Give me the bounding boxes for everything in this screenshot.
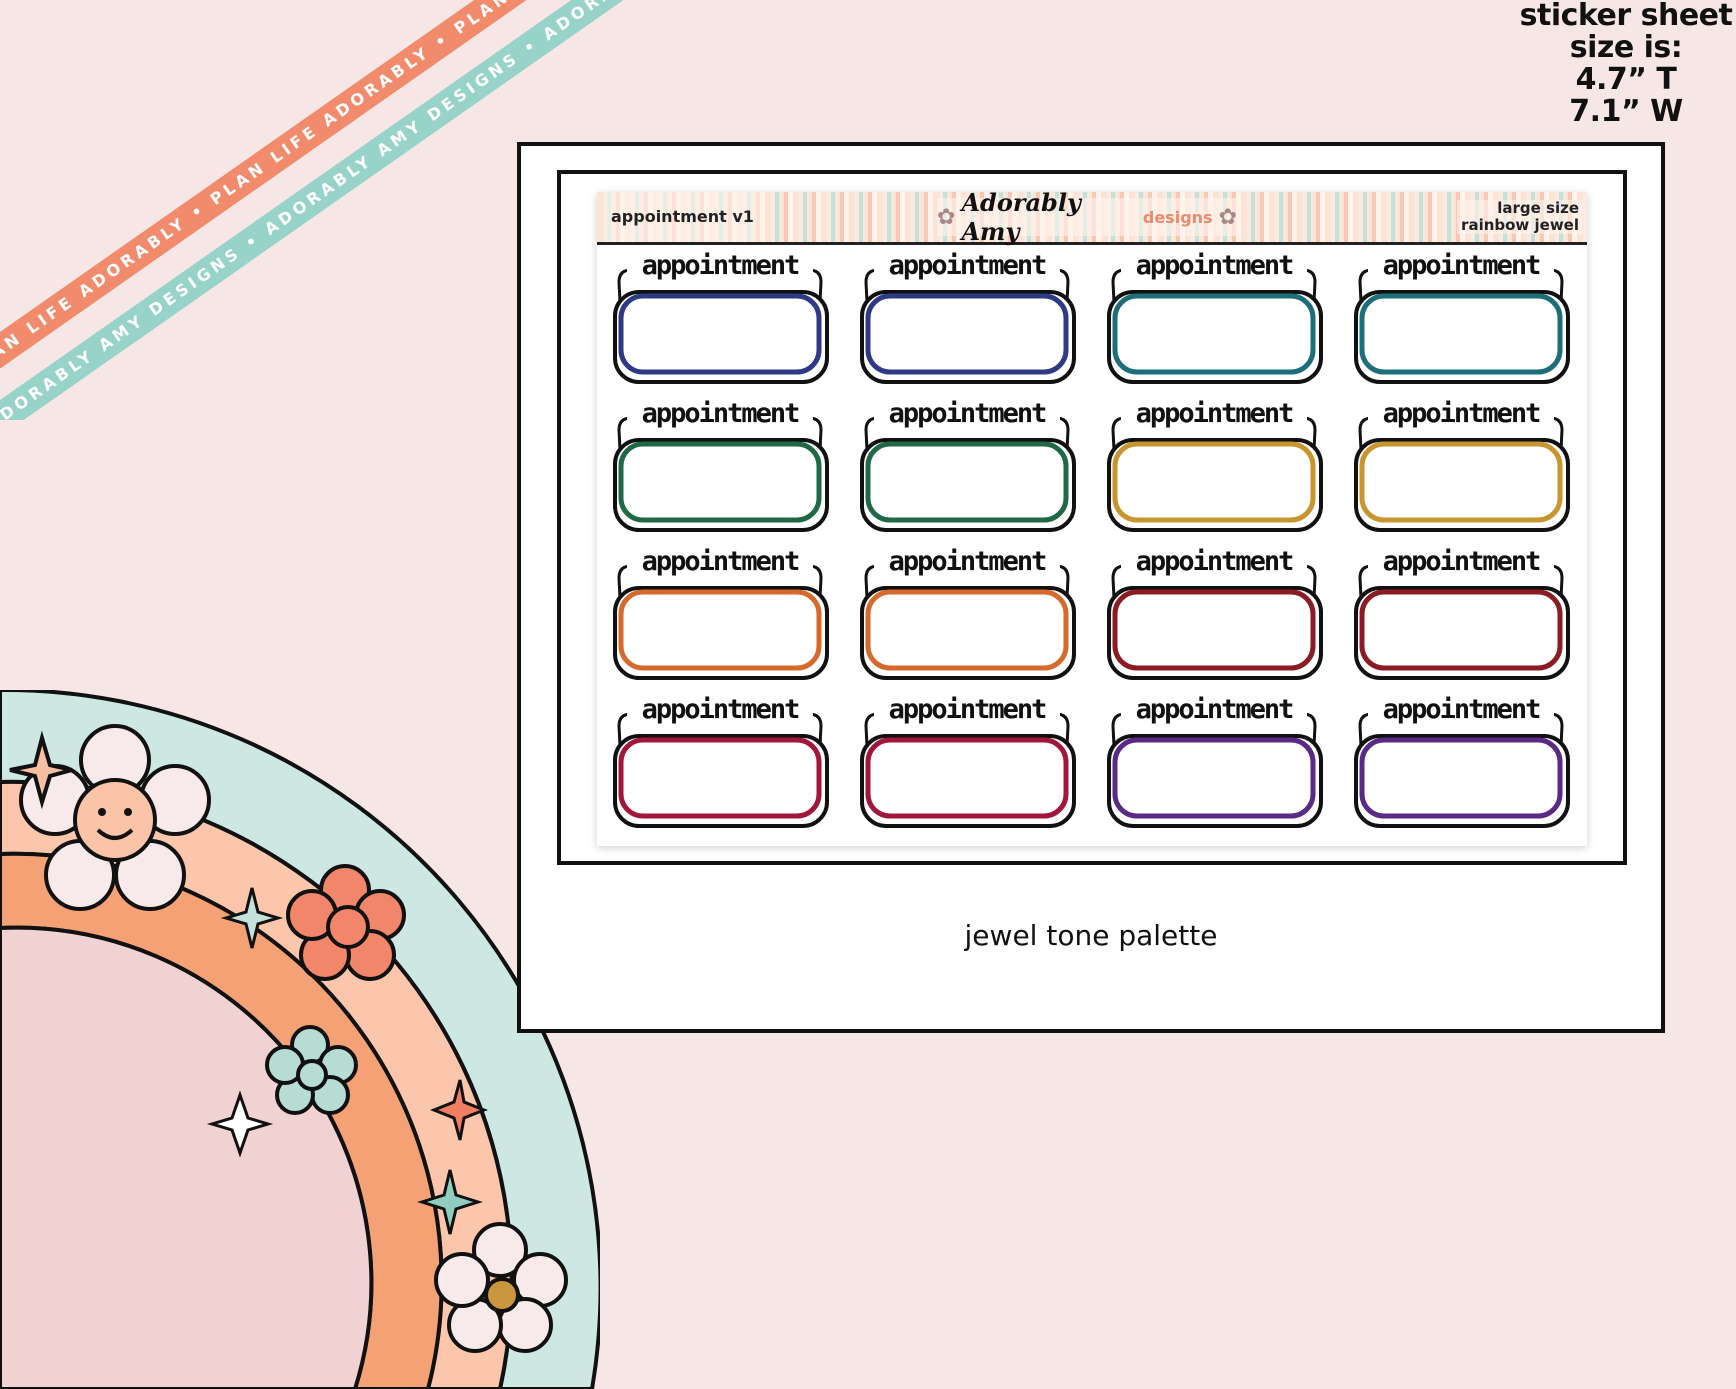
daisy-icon — [434, 1222, 568, 1353]
sticker-label: appointment — [874, 694, 1060, 726]
sticker-box-shape — [613, 268, 829, 384]
sticker-label: appointment — [1121, 398, 1307, 430]
sheet-header: appointment v1 ✿ Adorably Amy designs ✿ … — [597, 188, 1587, 246]
orange-flower-icon — [286, 864, 406, 981]
flower-icon: ✿ — [1218, 204, 1237, 230]
sticker-label: appointment — [1368, 250, 1554, 282]
appointment-sticker: appointment — [854, 694, 1080, 836]
sticker-label: appointment — [874, 398, 1060, 430]
size-note-height: 4.7” T — [1575, 62, 1677, 97]
sticker-label: appointment — [1121, 694, 1307, 726]
preview-frame: appointment v1 ✿ Adorably Amy designs ✿ … — [517, 142, 1665, 1033]
size-note-line-1: sticker sheet — [1519, 0, 1733, 33]
sticker-label: appointment — [627, 250, 813, 282]
sticker-label: appointment — [874, 546, 1060, 578]
sticker-box-shape — [613, 564, 829, 680]
appointment-sticker: appointment — [1101, 398, 1327, 540]
sticker-box-shape — [860, 416, 1076, 532]
sticker-box-shape — [613, 416, 829, 532]
appointment-sticker: appointment — [854, 250, 1080, 392]
sticker-box-shape — [1354, 416, 1570, 532]
sticker-label: appointment — [1121, 250, 1307, 282]
appointment-sticker: appointment — [854, 546, 1080, 688]
sheet-palette-label: rainbow jewel — [1461, 216, 1579, 234]
sparkle-icon — [429, 1079, 489, 1141]
brand-sub: designs — [1142, 207, 1213, 227]
sticker-box-shape — [613, 712, 829, 828]
sparkle-icon — [9, 730, 73, 810]
appointment-sticker: appointment — [854, 398, 1080, 540]
sticker-box-shape — [860, 712, 1076, 828]
sticker-box-shape — [860, 268, 1076, 384]
appointment-sticker: appointment — [1101, 546, 1327, 688]
appointment-sticker: appointment — [1348, 546, 1574, 688]
appointment-sticker: appointment — [1348, 398, 1574, 540]
sticker-box-shape — [1107, 268, 1323, 384]
sheet-title: appointment v1 — [605, 192, 760, 242]
sticker-label: appointment — [627, 546, 813, 578]
sticker-label: appointment — [1368, 398, 1554, 430]
flower-icon: ✿ — [937, 204, 956, 230]
appointment-sticker: appointment — [607, 398, 833, 540]
sparkle-icon — [206, 1090, 274, 1158]
appointment-sticker: appointment — [1348, 250, 1574, 392]
size-note-width: 7.1” W — [1569, 94, 1683, 129]
sticker-label: appointment — [627, 398, 813, 430]
sticker-label: appointment — [874, 250, 1060, 282]
sparkle-icon — [220, 887, 284, 949]
appointment-sticker: appointment — [1101, 250, 1327, 392]
brand-name: Adorably Amy — [961, 188, 1081, 246]
appointment-sticker: appointment — [607, 250, 833, 392]
sticker-box-shape — [1107, 712, 1323, 828]
sheet-size-label: large size — [1497, 199, 1579, 217]
size-note-line-2: size is: — [1569, 30, 1683, 65]
appointment-sticker: appointment — [1348, 694, 1574, 836]
appointment-sticker: appointment — [607, 694, 833, 836]
brand-logo: ✿ Adorably Amy designs ✿ — [937, 188, 1237, 246]
sticker-label: appointment — [1368, 546, 1554, 578]
sticker-box-shape — [1107, 564, 1323, 680]
sheet-variant: large size rainbow jewel — [1457, 200, 1583, 234]
sticker-box-shape — [1354, 564, 1570, 680]
sticker-box-shape — [860, 564, 1076, 680]
sticker-label: appointment — [1368, 694, 1554, 726]
appointment-sticker: appointment — [1101, 694, 1327, 836]
sticker-size-note: sticker sheet size is: 4.7” T 7.1” W — [1516, 0, 1736, 128]
appointment-sticker: appointment — [607, 546, 833, 688]
sticker-label: appointment — [1121, 546, 1307, 578]
sticker-sheet-border: appointment v1 ✿ Adorably Amy designs ✿ … — [557, 170, 1627, 865]
sticker-sheet: appointment v1 ✿ Adorably Amy designs ✿ … — [597, 188, 1587, 846]
sticker-box-shape — [1107, 416, 1323, 532]
palette-caption: jewel tone palette — [964, 919, 1218, 952]
teal-flower-icon — [265, 1025, 358, 1115]
sticker-label: appointment — [627, 694, 813, 726]
smiley-flower-icon — [19, 724, 211, 911]
rainbow-illustration — [0, 690, 600, 1389]
sparkle-icon — [417, 1169, 483, 1235]
